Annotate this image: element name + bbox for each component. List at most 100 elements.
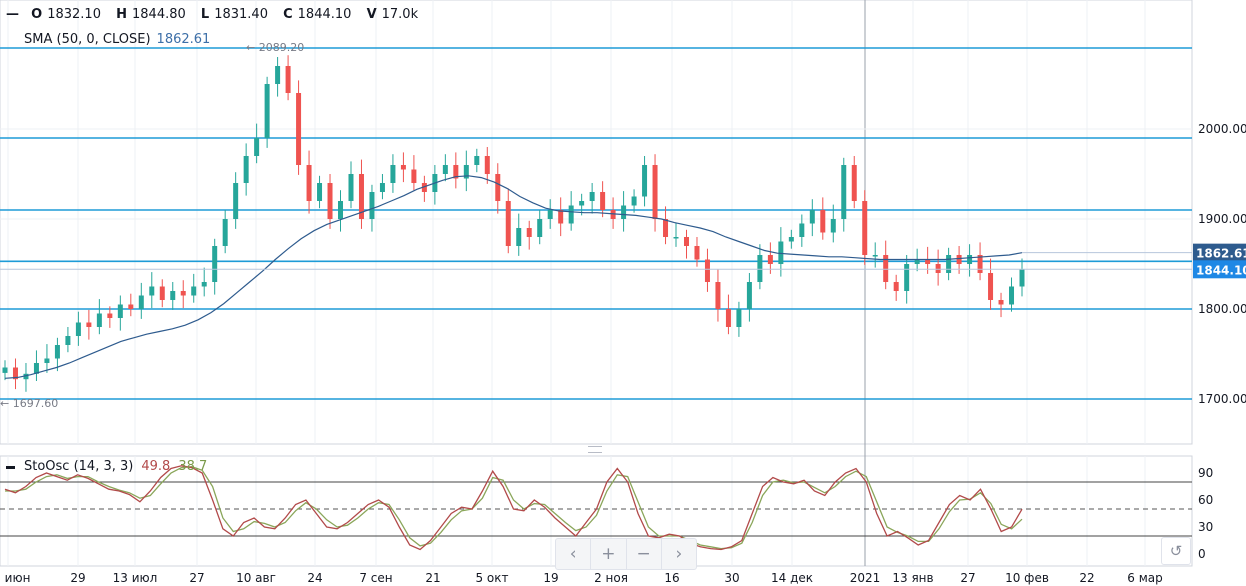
- candle: [474, 148, 480, 173]
- candle: [883, 240, 889, 290]
- candle: [484, 147, 490, 184]
- x-tick-label: 6 мар: [1127, 571, 1162, 585]
- scroll-right-icon[interactable]: ›: [675, 544, 683, 564]
- close-label: C: [283, 7, 293, 22]
- candle-body: [589, 192, 595, 201]
- sma-line: [4, 175, 1023, 379]
- candle: [222, 210, 228, 254]
- candle: [841, 157, 847, 232]
- candle-body: [138, 295, 144, 309]
- candle-body: [956, 255, 962, 264]
- candle: [285, 55, 291, 101]
- high-label: H: [116, 7, 127, 22]
- candle-body: [998, 300, 1004, 305]
- pane-resize-handle[interactable]: [588, 446, 602, 453]
- candle: [642, 156, 648, 207]
- oscillator-label: StoOsc (14, 3, 3): [24, 459, 134, 474]
- candle: [2, 360, 8, 381]
- candle-body: [201, 282, 207, 287]
- candle: [558, 197, 564, 237]
- volume-label: V: [366, 7, 377, 22]
- candle: [327, 174, 333, 229]
- candle-body: [914, 259, 920, 264]
- candle: [75, 311, 81, 346]
- x-tick-label: 27: [189, 571, 204, 585]
- x-tick-label: 15 июн: [0, 571, 30, 585]
- candle: [893, 274, 899, 301]
- candle-body: [663, 219, 669, 237]
- candle: [872, 242, 878, 268]
- candle-body: [1019, 269, 1025, 287]
- candle: [610, 197, 616, 229]
- candle-body: [851, 165, 857, 201]
- candle: [935, 249, 941, 286]
- reset-chart-icon[interactable]: ↺: [1161, 537, 1191, 565]
- candle-body: [107, 313, 113, 318]
- candle: [600, 181, 606, 218]
- price-badge-last: 1844.10: [1193, 260, 1246, 279]
- price-badge-label: 1844.10: [1196, 263, 1246, 277]
- candle: [180, 280, 186, 309]
- price-badge-label: 1862.61: [1196, 247, 1246, 261]
- candle: [86, 309, 92, 340]
- candle-body: [495, 174, 501, 201]
- x-tick-label: 13 июл: [113, 571, 158, 585]
- candle: [275, 57, 281, 97]
- x-tick-label: 10 авг: [236, 571, 276, 585]
- x-tick-label: 16: [664, 571, 679, 585]
- candle-body: [453, 165, 459, 179]
- zoom-in-icon[interactable]: +: [591, 539, 627, 569]
- oscillator-legend[interactable]: StoOsc (14, 3, 3) 49.8 38.7: [24, 459, 207, 474]
- candle-body: [893, 282, 899, 291]
- candle-body: [411, 169, 417, 183]
- candle: [757, 244, 763, 290]
- candle: [704, 248, 710, 292]
- sma-legend[interactable]: SMA (50, 0, CLOSE) 1862.61: [24, 32, 210, 47]
- candle-body: [222, 219, 228, 246]
- candle: [243, 143, 249, 196]
- candle-body: [767, 255, 773, 264]
- candle: [589, 183, 595, 214]
- candle-body: [317, 183, 323, 201]
- scroll-left-icon[interactable]: ‹: [556, 539, 592, 569]
- candle-body: [96, 313, 102, 327]
- candle-body: [736, 309, 742, 327]
- candle-body: [809, 210, 815, 224]
- y-tick-label: 1900.00: [1198, 212, 1246, 226]
- candle: [568, 191, 574, 231]
- candle: [526, 220, 532, 250]
- candle-body: [400, 165, 406, 170]
- osc-dash-icon: [6, 466, 15, 469]
- candle: [317, 175, 323, 209]
- candle-body: [568, 205, 574, 224]
- candle: [862, 190, 868, 265]
- candle-body: [369, 192, 375, 219]
- candle: [348, 161, 354, 209]
- candle-body: [925, 259, 931, 264]
- low-annotation: ← 1697.60: [0, 397, 58, 410]
- sma-value: 1862.61: [156, 32, 211, 47]
- open-value: 1832.10: [47, 7, 101, 22]
- zoom-out-icon[interactable]: −: [627, 539, 662, 569]
- candle: [736, 301, 742, 337]
- candle: [830, 204, 836, 243]
- candle-body: [683, 237, 689, 246]
- candle-body: [180, 291, 186, 296]
- candle: [820, 197, 826, 240]
- candle: [201, 267, 207, 297]
- candle-body: [159, 286, 165, 300]
- candle-body: [516, 228, 522, 246]
- x-tick-label: 21: [425, 571, 440, 585]
- high-annotation: ← 2089.20: [246, 41, 304, 54]
- candle: [904, 255, 910, 304]
- candle: [715, 269, 721, 322]
- candle: [579, 193, 585, 216]
- candle: [1019, 258, 1025, 297]
- candle: [149, 272, 155, 309]
- x-tick-label: 30: [724, 571, 739, 585]
- candle: [977, 242, 983, 281]
- candle-body: [526, 228, 532, 237]
- candle-body: [484, 156, 490, 174]
- x-tick-label: 19: [543, 571, 558, 585]
